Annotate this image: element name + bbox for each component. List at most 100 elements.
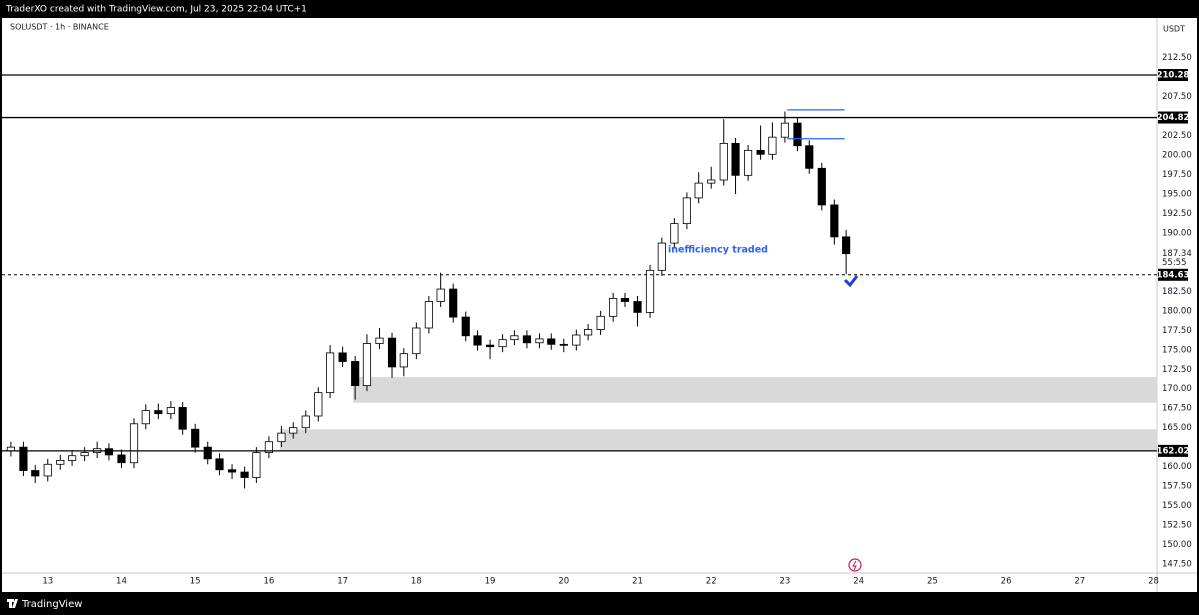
zone [279, 429, 1157, 452]
candle-body [719, 142, 728, 181]
x-tick-label: 22 [706, 577, 717, 587]
candle-body [191, 428, 200, 448]
candle-body [584, 329, 593, 336]
attribution: TraderXO created with TradingView.com, J… [5, 5, 307, 15]
candle [584, 324, 593, 341]
candle [436, 272, 445, 307]
candle [670, 218, 679, 249]
candle-body [682, 197, 691, 225]
candle-body [547, 338, 556, 345]
y-tick-label: 175.00 [1162, 345, 1192, 355]
x-tick-label: 24 [853, 577, 864, 587]
candle [842, 229, 851, 275]
candle-body [830, 204, 839, 238]
candle [252, 447, 261, 483]
candle [793, 117, 802, 152]
candle [412, 322, 421, 360]
candle-body [277, 432, 286, 443]
chart-area [2, 18, 1197, 592]
candle-body [141, 410, 150, 425]
candle-body [694, 182, 703, 199]
candle-body [596, 315, 605, 330]
candle [80, 447, 89, 462]
candle [227, 464, 237, 480]
y-tick-label: 197.50 [1162, 170, 1192, 180]
candle [215, 453, 224, 476]
zone [352, 377, 1157, 403]
x-tick-label: 25 [927, 577, 938, 587]
candle-body [817, 167, 826, 206]
candle-body [412, 327, 421, 355]
candle-body [203, 446, 212, 460]
candle-body [338, 352, 347, 362]
x-tick-label: 13 [42, 577, 53, 587]
x-tick-label: 19 [485, 577, 496, 587]
candle-body [19, 446, 28, 471]
candle [620, 292, 630, 307]
candle [191, 423, 200, 453]
candle [67, 450, 77, 466]
candle-body [768, 136, 777, 155]
symbol-title: SOLUSDT · 1h · BINANCE [10, 23, 109, 32]
x-tick-label: 18 [411, 577, 422, 587]
candle-body [609, 297, 618, 317]
candle [362, 334, 372, 392]
candle-body [620, 297, 630, 302]
candle-body [351, 361, 360, 387]
candle-body [424, 301, 433, 329]
candle-body [104, 448, 114, 456]
y-tick-label: 165.00 [1162, 423, 1192, 433]
y-tick-label: 202.50 [1162, 131, 1192, 141]
candle [43, 458, 52, 482]
candle [129, 418, 139, 469]
y-tick-label: 155.00 [1162, 501, 1192, 511]
last-price-label: 187.34 [1162, 249, 1192, 259]
candle [510, 330, 519, 346]
candle-body [473, 335, 482, 346]
y-tick-label: 160.00 [1162, 462, 1192, 472]
candle [264, 436, 273, 459]
event-icon-bolt [852, 560, 857, 571]
candle-body [252, 452, 261, 478]
candle [694, 172, 703, 204]
level-label: 210.28 [1157, 71, 1190, 81]
x-tick-label: 17 [337, 577, 348, 587]
candle [473, 330, 482, 351]
candle [56, 454, 65, 470]
candle [277, 426, 286, 448]
candle [731, 137, 740, 195]
candle [203, 441, 212, 465]
x-tick-label: 23 [780, 577, 791, 587]
x-tick-label: 16 [263, 577, 274, 587]
candle-body [461, 316, 470, 337]
candle-body [449, 288, 458, 318]
candle-body [436, 288, 445, 302]
x-tick-label: 26 [1001, 577, 1012, 587]
y-tick-label: 150.00 [1162, 540, 1192, 550]
candle-body [805, 145, 814, 169]
y-tick-label: 195.00 [1162, 190, 1192, 200]
candle [166, 401, 175, 420]
candle [301, 410, 310, 434]
x-tick-label: 27 [1074, 577, 1085, 587]
level-label-box [1158, 69, 1188, 82]
candle-body [485, 344, 495, 348]
plot [6, 111, 1157, 489]
y-tick-label: 147.50 [1162, 559, 1192, 569]
candle-body [31, 470, 40, 477]
candle-body [399, 353, 408, 368]
candle-body [362, 343, 372, 387]
candle [572, 329, 581, 351]
candle [743, 144, 753, 181]
candle [141, 404, 150, 430]
candle [314, 387, 323, 422]
candle [633, 296, 642, 327]
event-icon [848, 558, 862, 572]
last-price-box [1158, 247, 1188, 268]
level-label: 162.02 [1157, 446, 1190, 456]
candle-body [264, 441, 273, 454]
candle [805, 140, 814, 174]
candle-body [756, 150, 765, 155]
candle-body [166, 407, 175, 415]
